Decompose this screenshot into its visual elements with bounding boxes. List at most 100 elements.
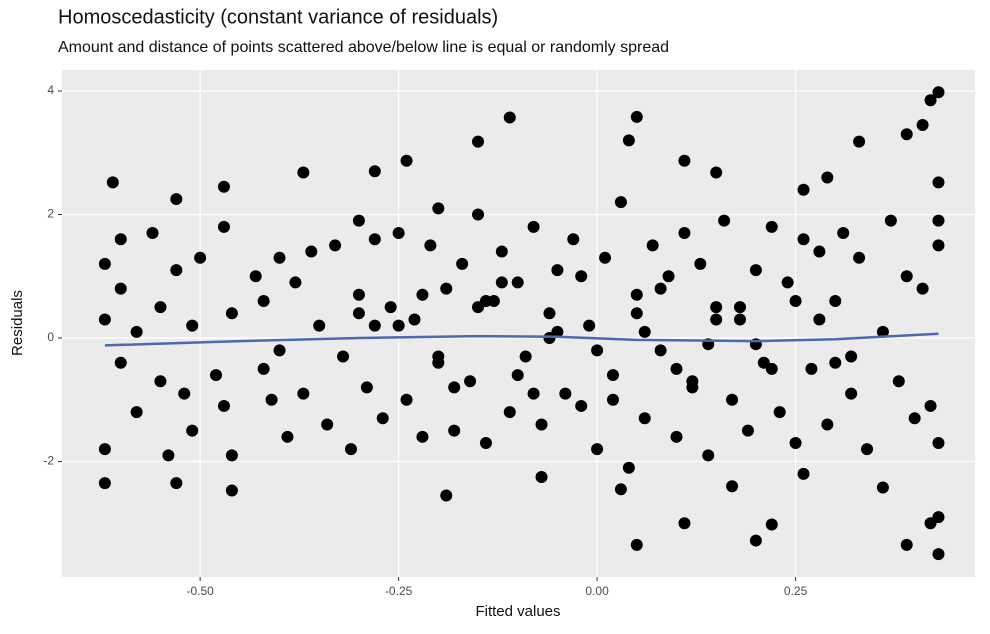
point (646, 239, 659, 252)
point (932, 176, 945, 189)
point (606, 369, 619, 382)
point (900, 538, 913, 551)
point (170, 264, 183, 277)
point (424, 239, 437, 252)
point (352, 214, 365, 227)
point (448, 424, 461, 437)
point (575, 270, 588, 283)
point (98, 477, 111, 490)
point (503, 111, 516, 124)
point (726, 480, 739, 493)
point (765, 518, 778, 531)
point (884, 214, 897, 227)
point (217, 399, 230, 412)
point (464, 375, 477, 388)
point (535, 470, 548, 483)
point (829, 294, 842, 307)
point (225, 484, 238, 497)
point (194, 251, 207, 264)
point (606, 393, 619, 406)
point (257, 294, 270, 307)
point (630, 110, 643, 123)
point (329, 239, 342, 252)
point (178, 387, 191, 400)
point (678, 517, 691, 530)
point (273, 344, 286, 357)
point (932, 86, 945, 99)
point (710, 166, 723, 179)
point (511, 369, 524, 382)
point (876, 481, 889, 494)
point (98, 257, 111, 270)
point (384, 301, 397, 314)
point (813, 313, 826, 326)
point (186, 424, 199, 437)
point (773, 406, 786, 419)
smooth-line (104, 332, 939, 347)
point (400, 154, 413, 167)
point (924, 399, 937, 412)
chart-subtitle: Amount and distance of points scattered … (58, 39, 669, 56)
point (543, 332, 556, 345)
point (741, 424, 754, 437)
point (876, 325, 889, 338)
point (337, 350, 350, 363)
point (130, 325, 143, 338)
point (448, 381, 461, 394)
point (106, 176, 119, 189)
point (932, 548, 945, 561)
point (614, 483, 627, 496)
point (170, 477, 183, 490)
point (535, 418, 548, 431)
point (765, 220, 778, 233)
point (344, 443, 357, 456)
point (456, 257, 469, 270)
point (718, 214, 731, 227)
point (892, 375, 905, 388)
point (630, 307, 643, 320)
point (813, 245, 826, 258)
x-tick-label: -0.25 (385, 584, 413, 598)
point (686, 375, 699, 388)
point (352, 288, 365, 301)
point (821, 171, 834, 184)
point (678, 154, 691, 167)
point (861, 443, 874, 456)
point (376, 412, 389, 425)
x-tick-label: 0.25 (784, 584, 808, 598)
point (210, 369, 223, 382)
point (622, 134, 635, 147)
point (853, 251, 866, 264)
point (257, 362, 270, 375)
point (583, 319, 596, 332)
point (432, 350, 445, 363)
point (797, 233, 810, 246)
point (511, 276, 524, 289)
point (797, 183, 810, 196)
point (114, 233, 127, 246)
point (297, 387, 310, 400)
point (416, 430, 429, 443)
point (932, 239, 945, 252)
point (408, 313, 421, 326)
y-tick-label: 2 (47, 207, 54, 221)
point (392, 227, 405, 240)
x-axis-label: Fitted values (475, 603, 560, 620)
point (781, 276, 794, 289)
point (805, 362, 818, 375)
point (479, 294, 492, 307)
point (321, 418, 334, 431)
point (289, 276, 302, 289)
point (900, 128, 913, 141)
point (710, 301, 723, 314)
point (789, 436, 802, 449)
point (495, 276, 508, 289)
point (162, 449, 175, 462)
y-axis-label: Residuals (9, 290, 26, 356)
point (749, 534, 762, 547)
point (599, 251, 612, 264)
point (614, 196, 627, 209)
point (273, 251, 286, 264)
point (916, 118, 929, 131)
point (837, 227, 850, 240)
